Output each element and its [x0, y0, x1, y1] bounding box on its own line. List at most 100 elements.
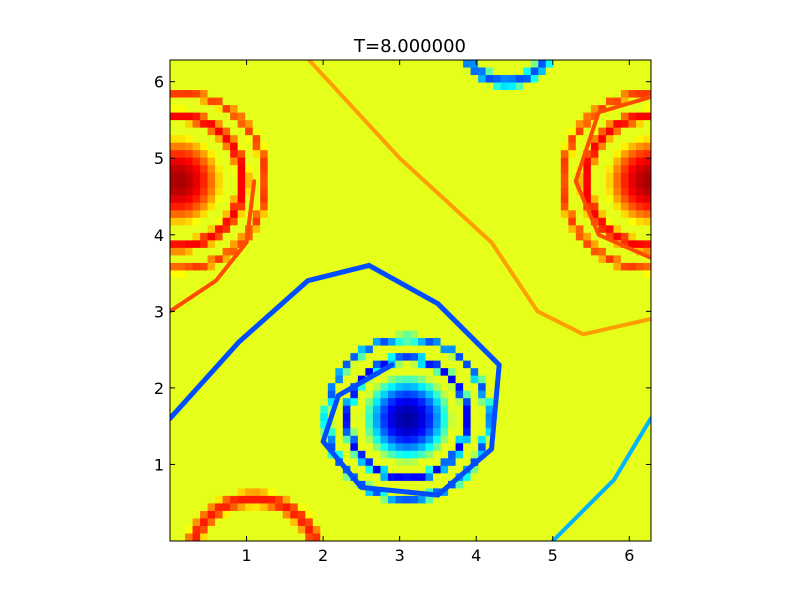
heatmap-cell [222, 292, 231, 302]
heatmap-cell [342, 262, 351, 272]
heatmap-cell [207, 90, 216, 99]
heatmap-cell [508, 405, 517, 414]
heatmap-cell [553, 195, 562, 204]
heatmap-cell [207, 443, 216, 452]
heatmap-cell [455, 405, 464, 414]
heatmap-cell [643, 90, 651, 99]
heatmap-cell [523, 458, 532, 467]
heatmap-cell [455, 345, 464, 354]
heatmap-cell [560, 127, 569, 136]
heatmap-cell [493, 75, 502, 84]
heatmap-cell [500, 112, 509, 121]
heatmap-cell [560, 315, 569, 324]
heatmap-cell [245, 172, 254, 181]
heatmap-cell [350, 435, 359, 444]
heatmap-cell [215, 285, 224, 294]
heatmap-cell [538, 465, 547, 474]
heatmap-cell [350, 413, 359, 422]
heatmap-cell [418, 225, 427, 234]
heatmap-cell [207, 398, 216, 407]
heatmap-cell [177, 285, 186, 294]
heatmap-cell [342, 533, 351, 541]
heatmap-cell [185, 180, 194, 189]
heatmap-cell [643, 292, 651, 302]
heatmap-cell [553, 97, 562, 106]
heatmap-cell [402, 82, 412, 91]
heatmap-cell [485, 255, 494, 264]
heatmap-cell [350, 225, 359, 234]
heatmap-cell [252, 420, 261, 429]
heatmap-cell [605, 97, 615, 106]
heatmap-cell [605, 277, 615, 287]
heatmap-cell [305, 202, 314, 211]
heatmap-cell [312, 368, 321, 377]
heatmap-cell [350, 90, 359, 99]
heatmap-cell [545, 488, 554, 497]
heatmap-cell [448, 172, 457, 181]
heatmap-cell [335, 360, 344, 369]
heatmap-cell [395, 413, 404, 422]
heatmap-cell [402, 195, 412, 204]
heatmap-cell [613, 398, 622, 407]
heatmap-cell [320, 202, 329, 211]
heatmap-cell [590, 488, 599, 497]
heatmap-cell [448, 345, 457, 354]
heatmap-cell [545, 187, 554, 196]
heatmap-cell [635, 450, 645, 459]
heatmap-cell [282, 135, 291, 144]
heatmap-cell [485, 368, 494, 377]
heatmap-cell [448, 495, 457, 505]
heatmap-cell [402, 247, 412, 257]
heatmap-cell [523, 255, 532, 264]
heatmap-cell [523, 165, 532, 174]
heatmap-cell [312, 105, 321, 114]
heatmap-cell [327, 510, 336, 520]
heatmap-cell [170, 270, 179, 279]
heatmap-cell [575, 225, 584, 234]
heatmap-cell [290, 292, 299, 302]
heatmap-cell [530, 345, 539, 354]
heatmap-cell [230, 120, 239, 129]
heatmap-cell [425, 345, 434, 354]
heatmap-cell [170, 240, 179, 249]
heatmap-cell [305, 217, 314, 226]
heatmap-cell [560, 383, 569, 392]
heatmap-cell [185, 398, 194, 407]
heatmap-cell [463, 60, 472, 69]
heatmap-cell [463, 172, 472, 181]
heatmap-cell [583, 67, 592, 76]
heatmap-cell [485, 473, 494, 482]
heatmap-cell [245, 413, 254, 422]
heatmap-cell [320, 375, 329, 384]
heatmap-cell [200, 157, 209, 166]
heatmap-cell [523, 338, 532, 347]
heatmap-cell [485, 435, 494, 444]
heatmap-cell [418, 195, 427, 204]
heatmap-cell [478, 270, 487, 279]
heatmap-cell [418, 75, 427, 84]
heatmap-cell [433, 180, 442, 189]
heatmap-cell [523, 232, 532, 241]
heatmap-cell [628, 518, 637, 527]
heatmap-cell [553, 345, 562, 354]
heatmap-cell [320, 518, 329, 527]
heatmap-cell [538, 262, 547, 272]
heatmap-cell [290, 473, 299, 482]
heatmap-cell [215, 120, 224, 129]
heatmap-cell [170, 157, 179, 166]
heatmap-cell [350, 443, 359, 452]
heatmap-cell [590, 353, 599, 362]
heatmap-cell [267, 360, 276, 369]
heatmap-cell [463, 323, 472, 332]
heatmap-cell [448, 292, 457, 302]
heatmap-cell [470, 180, 479, 189]
heatmap-cell [440, 60, 449, 69]
heatmap-cell [583, 180, 592, 189]
heatmap-cell [335, 240, 344, 249]
heatmap-cell [448, 187, 457, 196]
heatmap-cell [222, 187, 231, 196]
heatmap-cell [387, 465, 397, 474]
heatmap-cell [342, 277, 351, 287]
heatmap-cell [335, 345, 344, 354]
heatmap-cell [222, 157, 231, 166]
